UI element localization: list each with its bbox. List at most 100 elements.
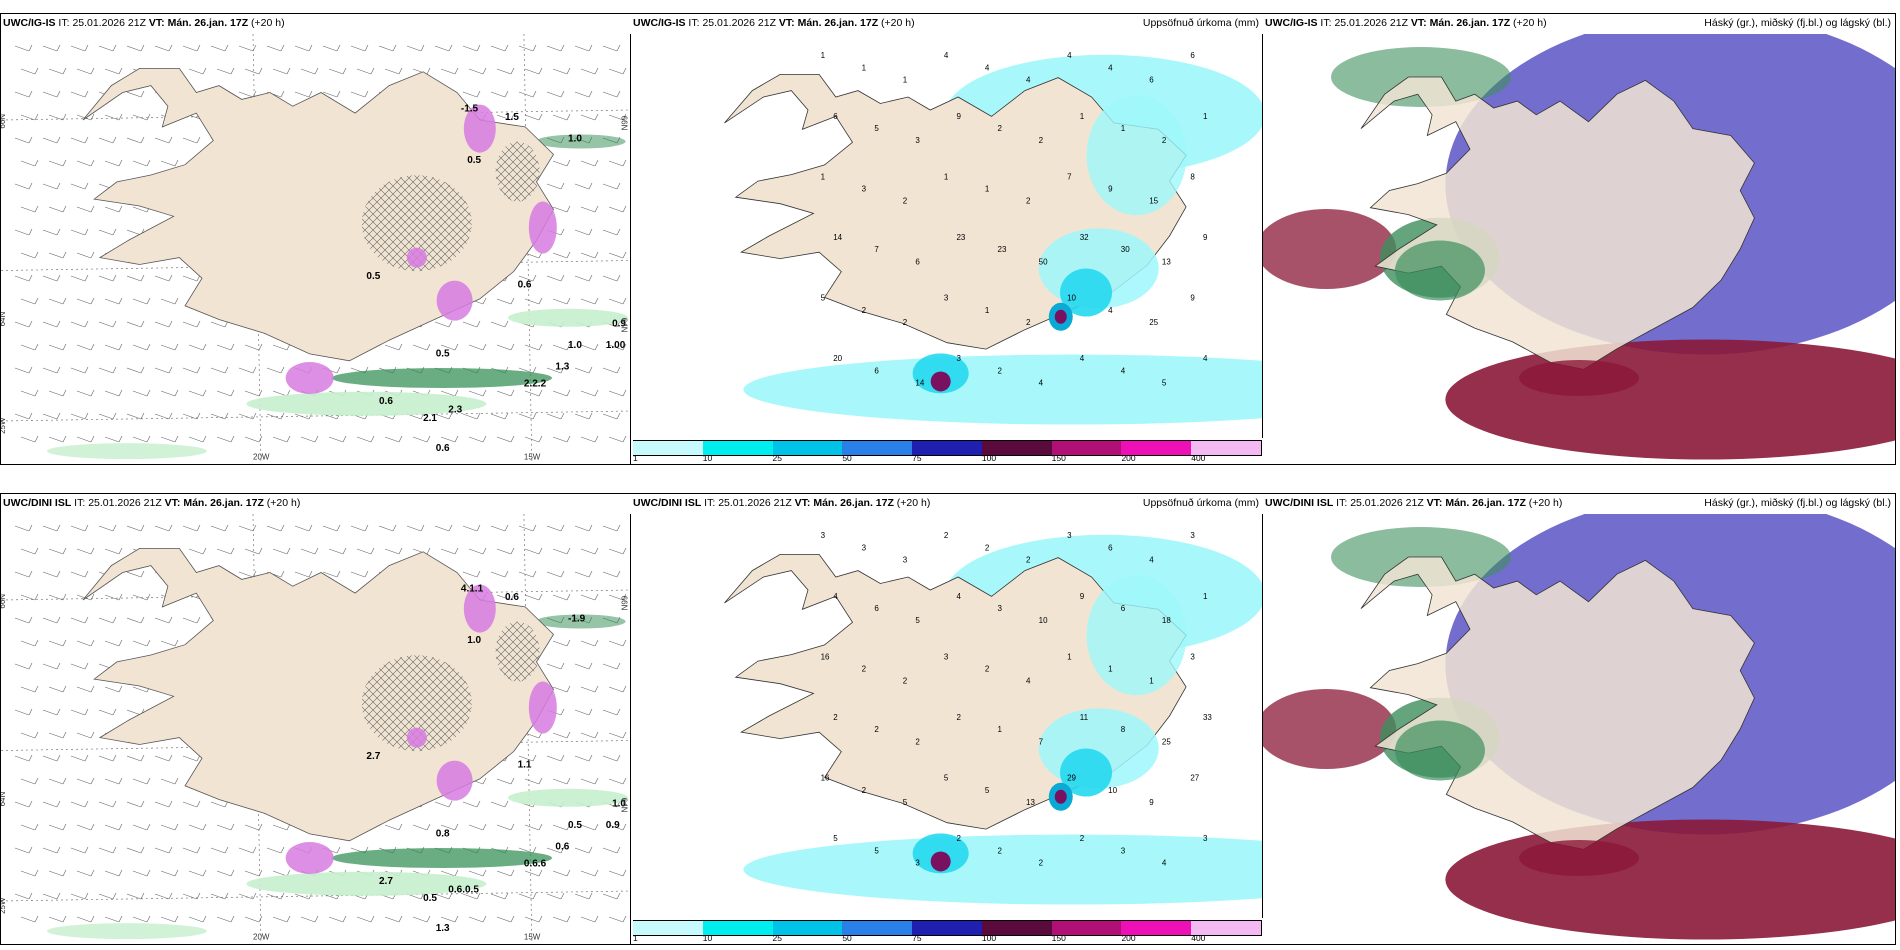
colorbar-swatch <box>912 440 983 456</box>
wind-barb <box>552 547 571 555</box>
wind-barb <box>552 869 571 877</box>
precip-amount-label: 4 <box>1149 555 1154 564</box>
precip-amount-label: 4 <box>1121 366 1126 375</box>
wind-barb <box>98 892 117 900</box>
wind-barb <box>434 524 453 532</box>
wind-barb <box>490 44 509 52</box>
mid-cloud-area <box>1394 240 1485 301</box>
wind-barb <box>580 685 599 693</box>
wind-barb <box>552 731 571 739</box>
precip-band <box>246 391 487 416</box>
colorbar-tick-label: 150 <box>1051 933 1066 943</box>
colorbar-tick-label: 200 <box>1121 933 1136 943</box>
wind-barb <box>518 44 537 52</box>
wind-barb <box>76 869 95 877</box>
wind-barb <box>518 754 537 762</box>
map-area: 3 3 3 2 2 2 3 6 4 3 4 6 5 4 3 10 9 6 18 1 16 2 2 3 2 4 1 1 1 3 2 2 2 2 1 7 1… <box>631 514 1263 918</box>
wind-barb <box>14 44 33 52</box>
wind-barb <box>490 800 509 808</box>
precip-amount-label: 1 <box>1149 677 1154 686</box>
precip-value-label: 0.6 <box>505 592 519 603</box>
precip-value-label: 2.2.2 <box>524 379 547 390</box>
wind-barb <box>552 915 571 923</box>
wind-barb <box>98 412 117 420</box>
wind-barb <box>48 205 67 213</box>
wind-barb <box>160 915 179 923</box>
precip-amount-label: 3 <box>944 294 949 303</box>
wind-barb <box>574 228 593 236</box>
wind-barb <box>552 435 571 443</box>
wind-barb <box>490 320 509 328</box>
wind-barb <box>518 274 537 282</box>
wind-barb <box>608 251 627 259</box>
it-label: IT: <box>74 497 86 509</box>
wind-barb <box>574 708 593 716</box>
colorbar: 1 10 25 50 75 100 150 200 400 <box>631 438 1263 464</box>
precip-amount-label: 9 <box>1149 798 1154 807</box>
wind-barb <box>580 297 599 305</box>
precip-area <box>743 354 1263 425</box>
snow-precip-blob <box>436 280 473 321</box>
wind-barb <box>546 366 565 374</box>
panel-title: Háský (gr.), miðský (fj.bl.) og lágský (… <box>1704 497 1891 509</box>
wind-barb <box>154 44 173 52</box>
wind-barb <box>412 343 431 351</box>
colorbar-tick-label: 400 <box>1191 933 1206 943</box>
wind-barb <box>20 159 39 167</box>
wind-barb <box>328 547 347 555</box>
wind-barb <box>468 823 487 831</box>
precip-value-label: 0.6 <box>379 396 393 407</box>
wind-barb <box>294 524 313 532</box>
vt-label: VT: <box>164 497 181 509</box>
colorbar-swatch <box>633 920 704 936</box>
precip-band <box>332 848 552 868</box>
wind-map-svg: 1.0 0.9 1.0 1.00 1.3 2.2.2 0.6 0.6 0.5 0.5 -1.5 1.5… <box>1 34 631 464</box>
it-label: IT: <box>58 17 70 29</box>
wind-barb <box>70 892 89 900</box>
wind-barb <box>20 67 39 75</box>
model-name: UWC/DINI ISL <box>1265 497 1334 509</box>
precip-band <box>246 871 487 896</box>
wind-barb <box>76 435 95 443</box>
model-name: UWC/DINI ISL <box>3 497 72 509</box>
high-cloud-area <box>1445 819 1895 940</box>
wind-barb <box>182 366 201 374</box>
vt-value: Mán. 26.jan. 17Z <box>1445 497 1526 509</box>
wind-barb <box>42 708 61 716</box>
colorbar-tick-label: 100 <box>981 933 997 943</box>
precip-amount-label: 2 <box>1026 318 1031 327</box>
wind-barb <box>70 320 89 328</box>
wind-barb <box>546 524 565 532</box>
wind-barb <box>496 547 515 555</box>
wind-barb <box>76 251 95 259</box>
map-area: 1 1 1 4 4 4 4 4 6 6 6 5 3 9 2 2 1 1 2 1 1 3 2 1 1 2 7 9 15 8 14 7 6 23 23 5… <box>631 34 1263 438</box>
axis-label: 66N <box>620 596 629 611</box>
precip-value-label: 1.0 <box>568 134 582 145</box>
wind-barb <box>574 892 593 900</box>
wind-barb <box>608 205 627 213</box>
wind-barb <box>70 754 89 762</box>
wind-barb <box>216 823 235 831</box>
graticule-line <box>1 410 631 422</box>
precip-band <box>535 134 626 149</box>
cloud-map-svg <box>1263 34 1895 460</box>
wind-barb <box>48 593 67 601</box>
wind-barb <box>384 915 403 923</box>
lead-time: (+20 h) <box>266 497 301 509</box>
wind-barb <box>20 547 39 555</box>
precip-amount-label: 4 <box>1108 306 1113 315</box>
precip-amount-label: 4 <box>944 51 949 60</box>
axis-label: 15W <box>524 933 541 942</box>
wind-barb <box>602 366 621 374</box>
wind-barb <box>552 297 571 305</box>
wind-barb <box>210 524 229 532</box>
wind-barb <box>238 44 257 52</box>
it-value: 25.01.2026 21Z <box>1350 497 1424 509</box>
wind-barb <box>182 44 201 52</box>
wind-barb <box>608 297 627 305</box>
colorbar-tick-label: 400 <box>1191 453 1206 463</box>
wind-barb <box>98 366 117 374</box>
wind-barb <box>42 524 61 532</box>
wind-barb <box>216 435 235 443</box>
wind-barb <box>490 90 509 98</box>
